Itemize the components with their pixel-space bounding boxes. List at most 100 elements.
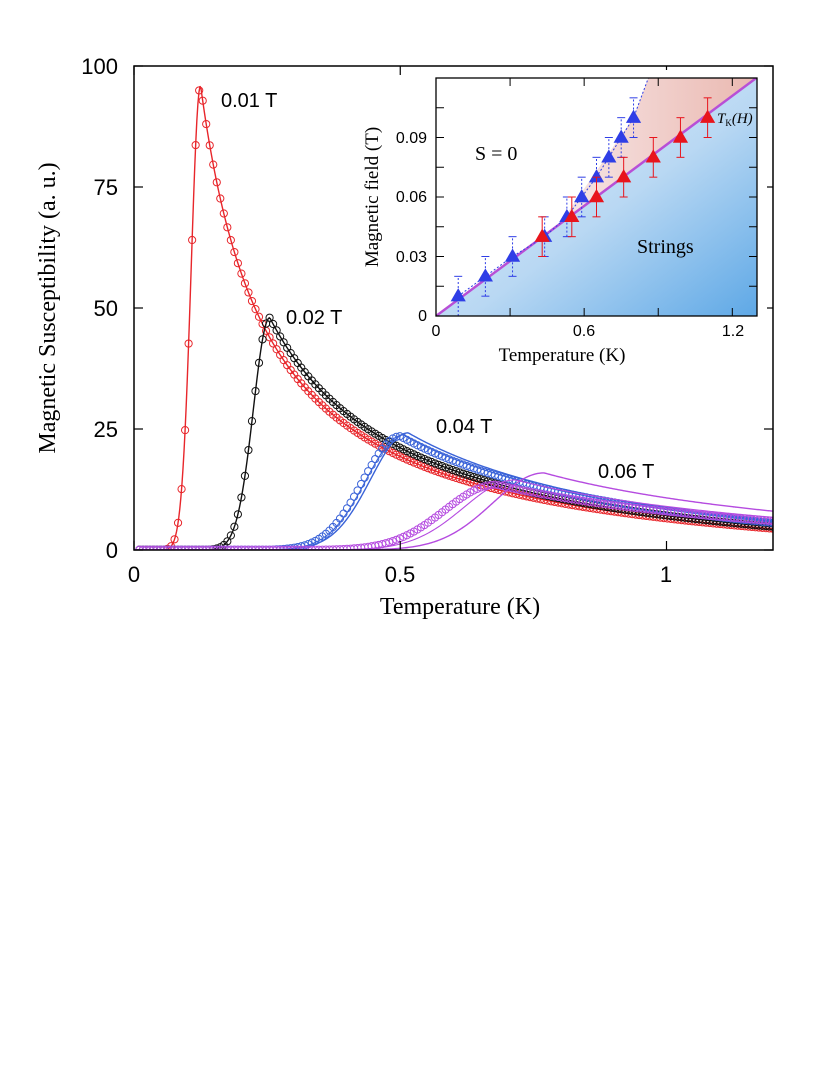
data-marker-0.04T: [437, 452, 447, 461]
main-x-tick-0.5: 0.5: [385, 562, 416, 587]
data-marker-0.02T: [230, 522, 239, 531]
curve-label-0.01T: 0.01 T: [221, 90, 277, 112]
data-marker-0.04T: [367, 460, 376, 470]
data-marker-0.01T: [180, 426, 190, 435]
data-marker-0.04T: [473, 465, 482, 474]
curve-label-0.02T: 0.02 T: [286, 307, 342, 329]
data-marker-0.01T: [409, 458, 419, 467]
data-marker-0.04T: [364, 467, 373, 476]
data-marker-0.02T: [420, 454, 429, 464]
data-marker-0.04T: [353, 486, 362, 495]
model-line-0.01T: [134, 85, 773, 550]
triangle-marker-blue: [504, 248, 521, 262]
data-marker-0.02T: [254, 358, 264, 367]
main-y-tick-25: 25: [94, 417, 118, 442]
data-marker-0.02T: [258, 335, 267, 344]
data-marker-0.02T: [423, 456, 433, 465]
triangle-marker-red: [564, 208, 580, 223]
data-marker-0.02T: [768, 522, 773, 531]
data-marker-0.01T: [212, 178, 221, 187]
region-label-strings: Strings: [637, 236, 694, 258]
main-y-tick-75: 75: [94, 175, 118, 200]
data-marker-0.04T: [445, 455, 454, 464]
inset-y-tick-0.09: 0.09: [396, 130, 427, 147]
data-marker-0.02T: [240, 471, 250, 481]
main-y-axis-title: Magnetic Susceptibility (a. u.): [35, 162, 61, 453]
triangle-marker-red: [616, 169, 632, 183]
inset-y-tick-0: 0: [418, 308, 427, 325]
inset-chart: 0 0.03 0.06 0.09 0 0.6 1.2 Temperature (…: [362, 70, 767, 366]
data-marker-0.01T: [237, 269, 246, 278]
data-marker-0.01T: [170, 535, 179, 544]
triangle-marker-red: [588, 189, 605, 203]
data-marker-0.04T: [434, 450, 443, 460]
data-marker-0.02T: [251, 386, 260, 396]
triangle-marker-red: [700, 109, 716, 123]
data-marker-0.01T: [198, 96, 207, 105]
triangle-marker-blue: [588, 169, 605, 183]
data-marker-0.04T: [452, 457, 461, 467]
data-marker-0.01T: [219, 209, 228, 218]
data-marker-0.04T: [476, 466, 485, 475]
data-marker-0.01T: [184, 339, 193, 348]
data-marker-0.01T: [205, 141, 214, 150]
inset-regions: [436, 78, 757, 316]
data-marker-0.01T: [247, 296, 257, 306]
tk-line-label: TK(H): [717, 111, 753, 128]
data-marker-0.01T: [209, 160, 218, 169]
data-marker-0.04T: [448, 456, 457, 465]
data-marker-0.01T: [230, 247, 239, 257]
data-marker-0.02T: [247, 417, 257, 426]
data-marker-0.06T: [392, 535, 401, 544]
data-marker-0.02T: [452, 467, 461, 476]
data-marker-0.04T: [349, 492, 359, 501]
data-marker-0.01T: [420, 462, 429, 471]
inset-x-tick-0.6: 0.6: [573, 323, 595, 340]
data-marker-0.01T: [254, 312, 264, 321]
data-marker-0.01T: [216, 194, 225, 203]
data-marker-0.06T: [473, 484, 482, 493]
inset-ticks: [435, 78, 757, 317]
inset-y-axis-title: Magnetic field (T): [362, 127, 383, 267]
data-marker-0.02T: [462, 470, 471, 479]
data-marker-0.01T: [269, 339, 278, 348]
data-marker-0.04T: [360, 473, 369, 482]
data-marker-0.04T: [462, 461, 471, 471]
data-marker-0.01T: [244, 288, 253, 297]
data-marker-0.02T: [459, 469, 468, 478]
data-marker-0.02T: [448, 465, 457, 475]
data-marker-0.02T: [244, 445, 253, 455]
data-marker-0.04T: [466, 463, 475, 472]
data-marker-0.04T: [469, 464, 478, 473]
data-marker-0.01T: [177, 485, 186, 494]
data-marker-0.04T: [441, 453, 450, 462]
data-marker-0.01T: [233, 259, 242, 268]
data-marker-0.02T: [445, 464, 454, 473]
data-marker-0.02T: [427, 457, 436, 467]
triangle-marker-blue: [625, 109, 642, 123]
inset-x-axis-title: Temperature (K): [499, 345, 626, 366]
data-marker-0.01T: [240, 279, 250, 288]
data-marker-0.06T: [768, 516, 773, 526]
triangle-marker-red: [672, 129, 689, 143]
curve-label-0.06T: 0.06 T: [598, 461, 654, 483]
data-marker-0.02T: [269, 319, 278, 329]
inset-x-tick-0: 0: [432, 323, 441, 340]
data-marker-0.06T: [385, 538, 394, 547]
inset-y-tick-0.06: 0.06: [396, 189, 427, 206]
inset-x-tick-1.2: 1.2: [722, 323, 744, 340]
data-marker-0.02T: [434, 460, 443, 469]
data-marker-0.01T: [223, 223, 232, 232]
data-marker-0.02T: [226, 531, 235, 540]
data-marker-0.02T: [455, 468, 464, 477]
data-marker-0.02T: [233, 510, 242, 519]
data-marker-0.01T: [226, 236, 235, 245]
data-marker-0.02T: [441, 463, 450, 472]
main-y-tick-50: 50: [94, 296, 118, 321]
tk-label-suffix: (H): [732, 111, 753, 127]
triangle-marker-blue: [613, 129, 629, 143]
data-marker-0.04T: [455, 459, 464, 468]
blue-boundary-line: [457, 78, 649, 297]
data-marker-0.04T: [459, 460, 468, 469]
